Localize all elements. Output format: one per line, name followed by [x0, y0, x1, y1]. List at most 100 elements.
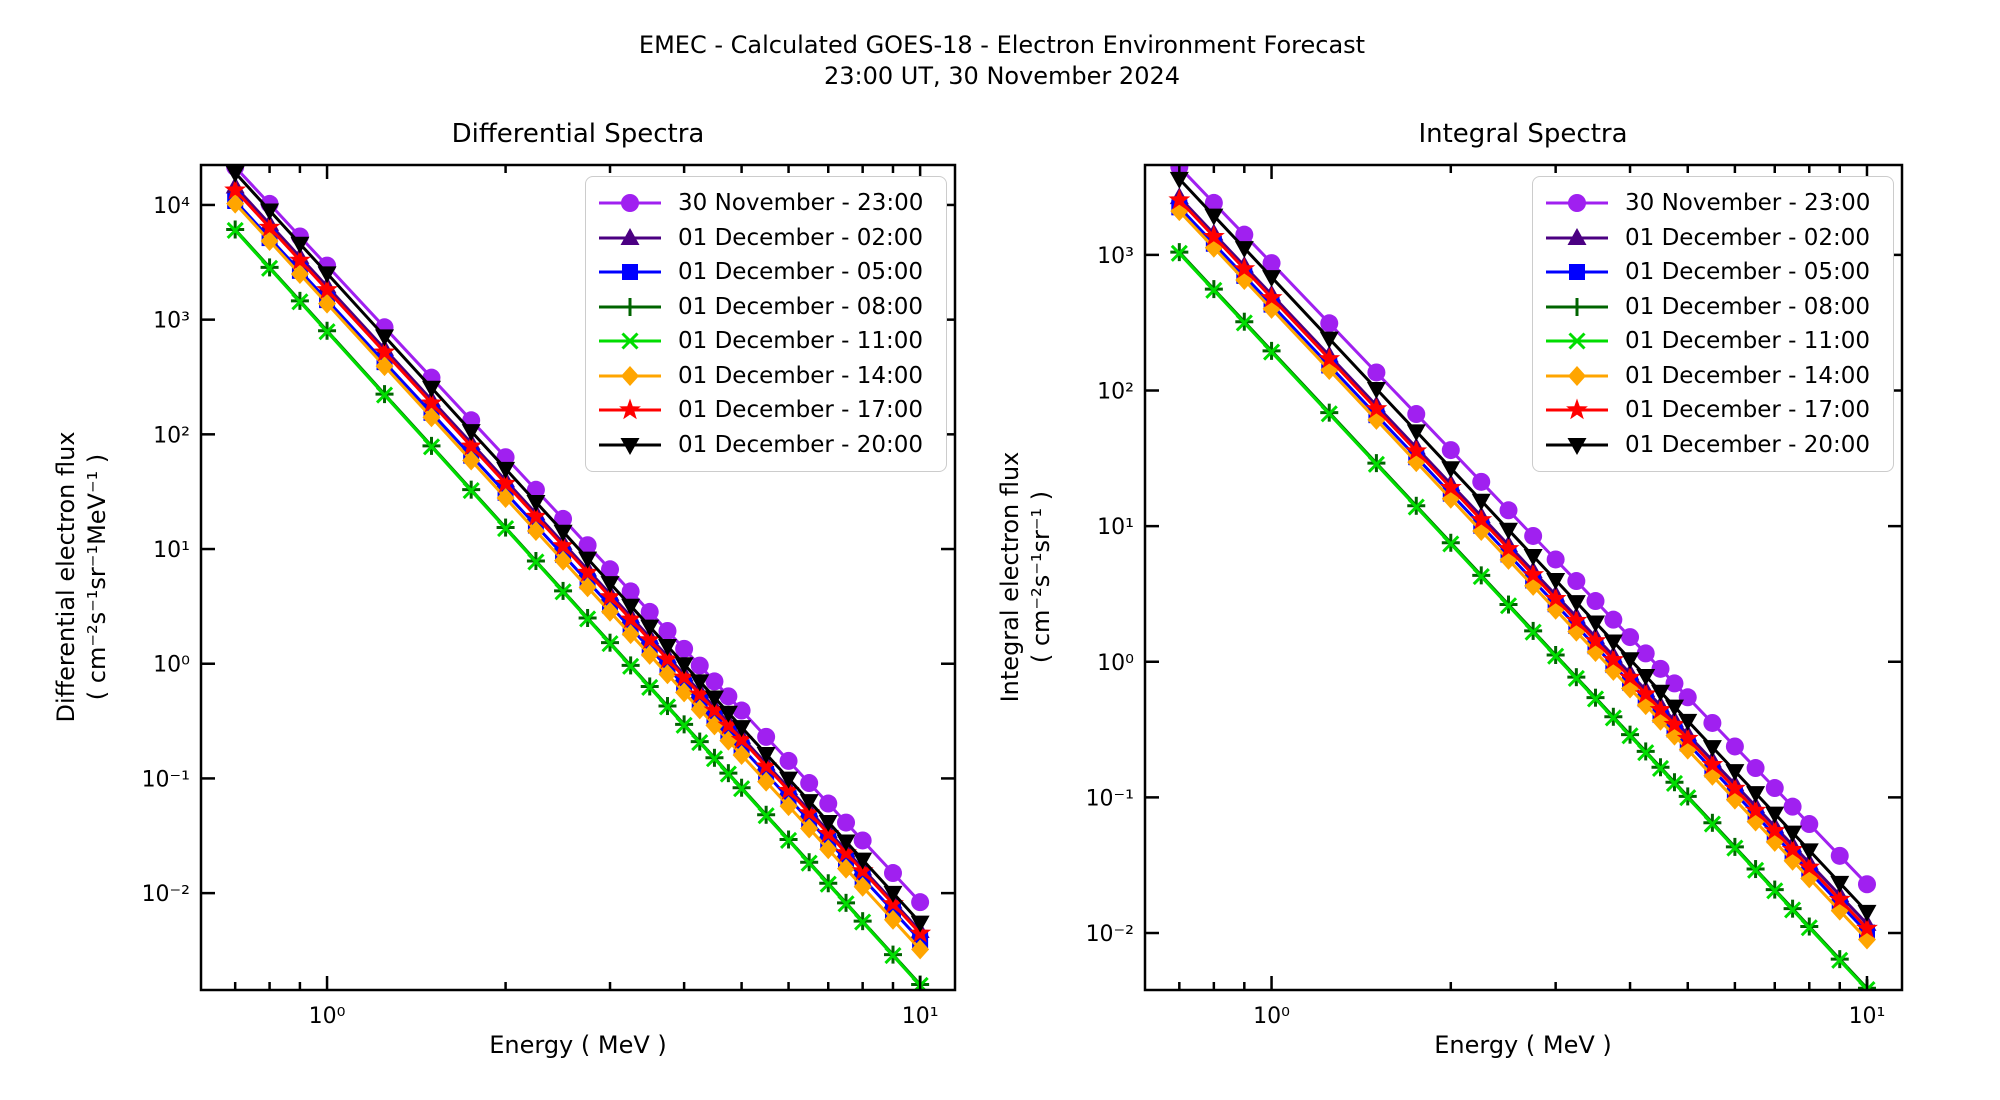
- integral-legend: 30 November - 23:00 01 December - 02:00 01…: [1532, 176, 1894, 472]
- star-marker: [1634, 682, 1657, 704]
- star-marker: [1676, 727, 1699, 748]
- differential-legend: 30 November - 23:00 01 December - 02:00 01…: [585, 176, 947, 472]
- legend-item: 01 December - 02:00: [598, 221, 934, 255]
- integral-xaxis-label: Energy ( MeV ): [1434, 1031, 1612, 1059]
- triangle-down-marker: [1234, 241, 1254, 259]
- triangle-down-marker: [461, 424, 481, 442]
- triangle-down-marker: [1857, 904, 1877, 922]
- x-marker: [1567, 669, 1585, 687]
- axis-ticks: [201, 165, 955, 990]
- x-marker: [1665, 774, 1684, 792]
- triangle-down-marker: [1783, 825, 1803, 843]
- triangle-down-marker: [1546, 573, 1566, 591]
- y-tick-label: 10³: [1097, 244, 1134, 269]
- triangle-down-marker: [1319, 331, 1339, 349]
- diamond-marker: [779, 796, 798, 817]
- x-marker: [1784, 901, 1802, 919]
- x-marker: [1726, 839, 1744, 857]
- circle-marker: [1678, 688, 1697, 707]
- legend-square-swatch: [599, 264, 661, 281]
- x-tick-label: 10⁰: [309, 1004, 346, 1029]
- triangle-down-marker: [1498, 522, 1518, 540]
- legend-item: 01 December - 11:00: [598, 324, 934, 358]
- series-line: [1178, 210, 1869, 941]
- legend-item: 01 December - 02:00: [1545, 221, 1881, 255]
- circle-marker: [1636, 644, 1655, 663]
- legend-circle-swatch: [1546, 194, 1608, 212]
- axes-frame: [199, 163, 957, 992]
- legend-item-label: 01 December - 20:00: [678, 431, 924, 458]
- legend-diamond-marker: [1568, 365, 1586, 386]
- legend-diamond-swatch: [599, 365, 661, 386]
- star-marker: [1724, 777, 1746, 798]
- triangle-down-marker: [1830, 875, 1850, 893]
- legend-item-label: 01 December - 05:00: [678, 259, 924, 286]
- circle-marker: [1441, 441, 1460, 460]
- x-marker: [719, 765, 737, 783]
- star-marker: [599, 585, 621, 607]
- diamond-marker: [883, 909, 902, 930]
- legend-triangle-up-swatch: [599, 227, 661, 245]
- legend-item: 01 December - 14:00: [1545, 359, 1881, 393]
- star-marker: [1439, 476, 1462, 497]
- circle-marker: [1725, 737, 1744, 756]
- star-marker: [1544, 587, 1567, 608]
- tick-labels: 10⁰ 10¹ 10⁴ 10³ 10² 10¹ 10⁰ 10⁻¹ 10⁻²: [142, 194, 939, 1029]
- legend-circle-marker: [1568, 194, 1586, 212]
- series-line: [234, 185, 922, 933]
- x-marker: [261, 259, 279, 277]
- triangle-down-marker: [674, 657, 694, 675]
- star-marker: [688, 682, 711, 704]
- star-marker: [1663, 713, 1686, 734]
- y-tick-label: 10⁻²: [142, 882, 190, 907]
- legend-circle-swatch: [599, 194, 661, 212]
- star-marker: [1602, 648, 1625, 670]
- triangle-down-marker: [1366, 381, 1386, 399]
- x-marker: [375, 386, 394, 404]
- y-tick-label: 10¹: [1097, 515, 1134, 540]
- diamond-marker: [837, 858, 856, 879]
- x-marker: [1472, 568, 1490, 586]
- star-marker: [835, 841, 857, 863]
- diamond-marker: [621, 624, 640, 645]
- star-marker: [673, 665, 696, 687]
- legend-x-swatch: [1546, 332, 1608, 350]
- diamond-marker: [690, 699, 709, 720]
- circle-marker: [1472, 472, 1491, 491]
- legend-star-swatch: [599, 398, 661, 420]
- triangle-down-marker: [853, 852, 873, 870]
- triangle-down-marker: [553, 524, 573, 542]
- triangle-down-marker: [910, 915, 930, 933]
- legend-item-label: 01 December - 11:00: [678, 328, 924, 355]
- diamond-marker: [375, 356, 394, 377]
- star-marker: [851, 859, 874, 881]
- circle-marker: [526, 480, 545, 499]
- y-tick-label: 10⁻¹: [142, 767, 190, 792]
- x-marker: [779, 831, 798, 849]
- x-marker: [1747, 861, 1765, 879]
- diamond-marker: [819, 839, 838, 860]
- x-marker: [291, 293, 309, 311]
- triangle-down-marker: [1471, 493, 1491, 511]
- circle-marker: [1651, 659, 1670, 678]
- star-marker: [703, 698, 726, 720]
- star-marker: [1202, 225, 1225, 246]
- series-01 December - 11:00: [1170, 244, 1876, 990]
- star-marker: [817, 822, 840, 843]
- star-marker: [1781, 838, 1804, 859]
- triangle-down-marker: [1523, 549, 1543, 567]
- x-marker: [884, 946, 902, 965]
- integral-yaxis-label-line1: Integral electron flux: [996, 451, 1024, 703]
- star-marker: [638, 628, 661, 650]
- triangle-down-marker: [225, 165, 245, 183]
- diamond-marker: [658, 664, 677, 685]
- legend-item-label: 30 November - 23:00: [678, 190, 924, 216]
- circle-marker: [911, 893, 930, 912]
- star-marker: [1565, 609, 1588, 630]
- legend-item: 01 December - 20:00: [598, 428, 934, 462]
- integral-panel-title: Integral Spectra: [1418, 119, 1628, 149]
- integral-yaxis-label-line2: ( cm⁻²s⁻¹sr⁻¹ ): [1027, 490, 1055, 664]
- legend-item-label: 01 December - 14:00: [678, 362, 924, 389]
